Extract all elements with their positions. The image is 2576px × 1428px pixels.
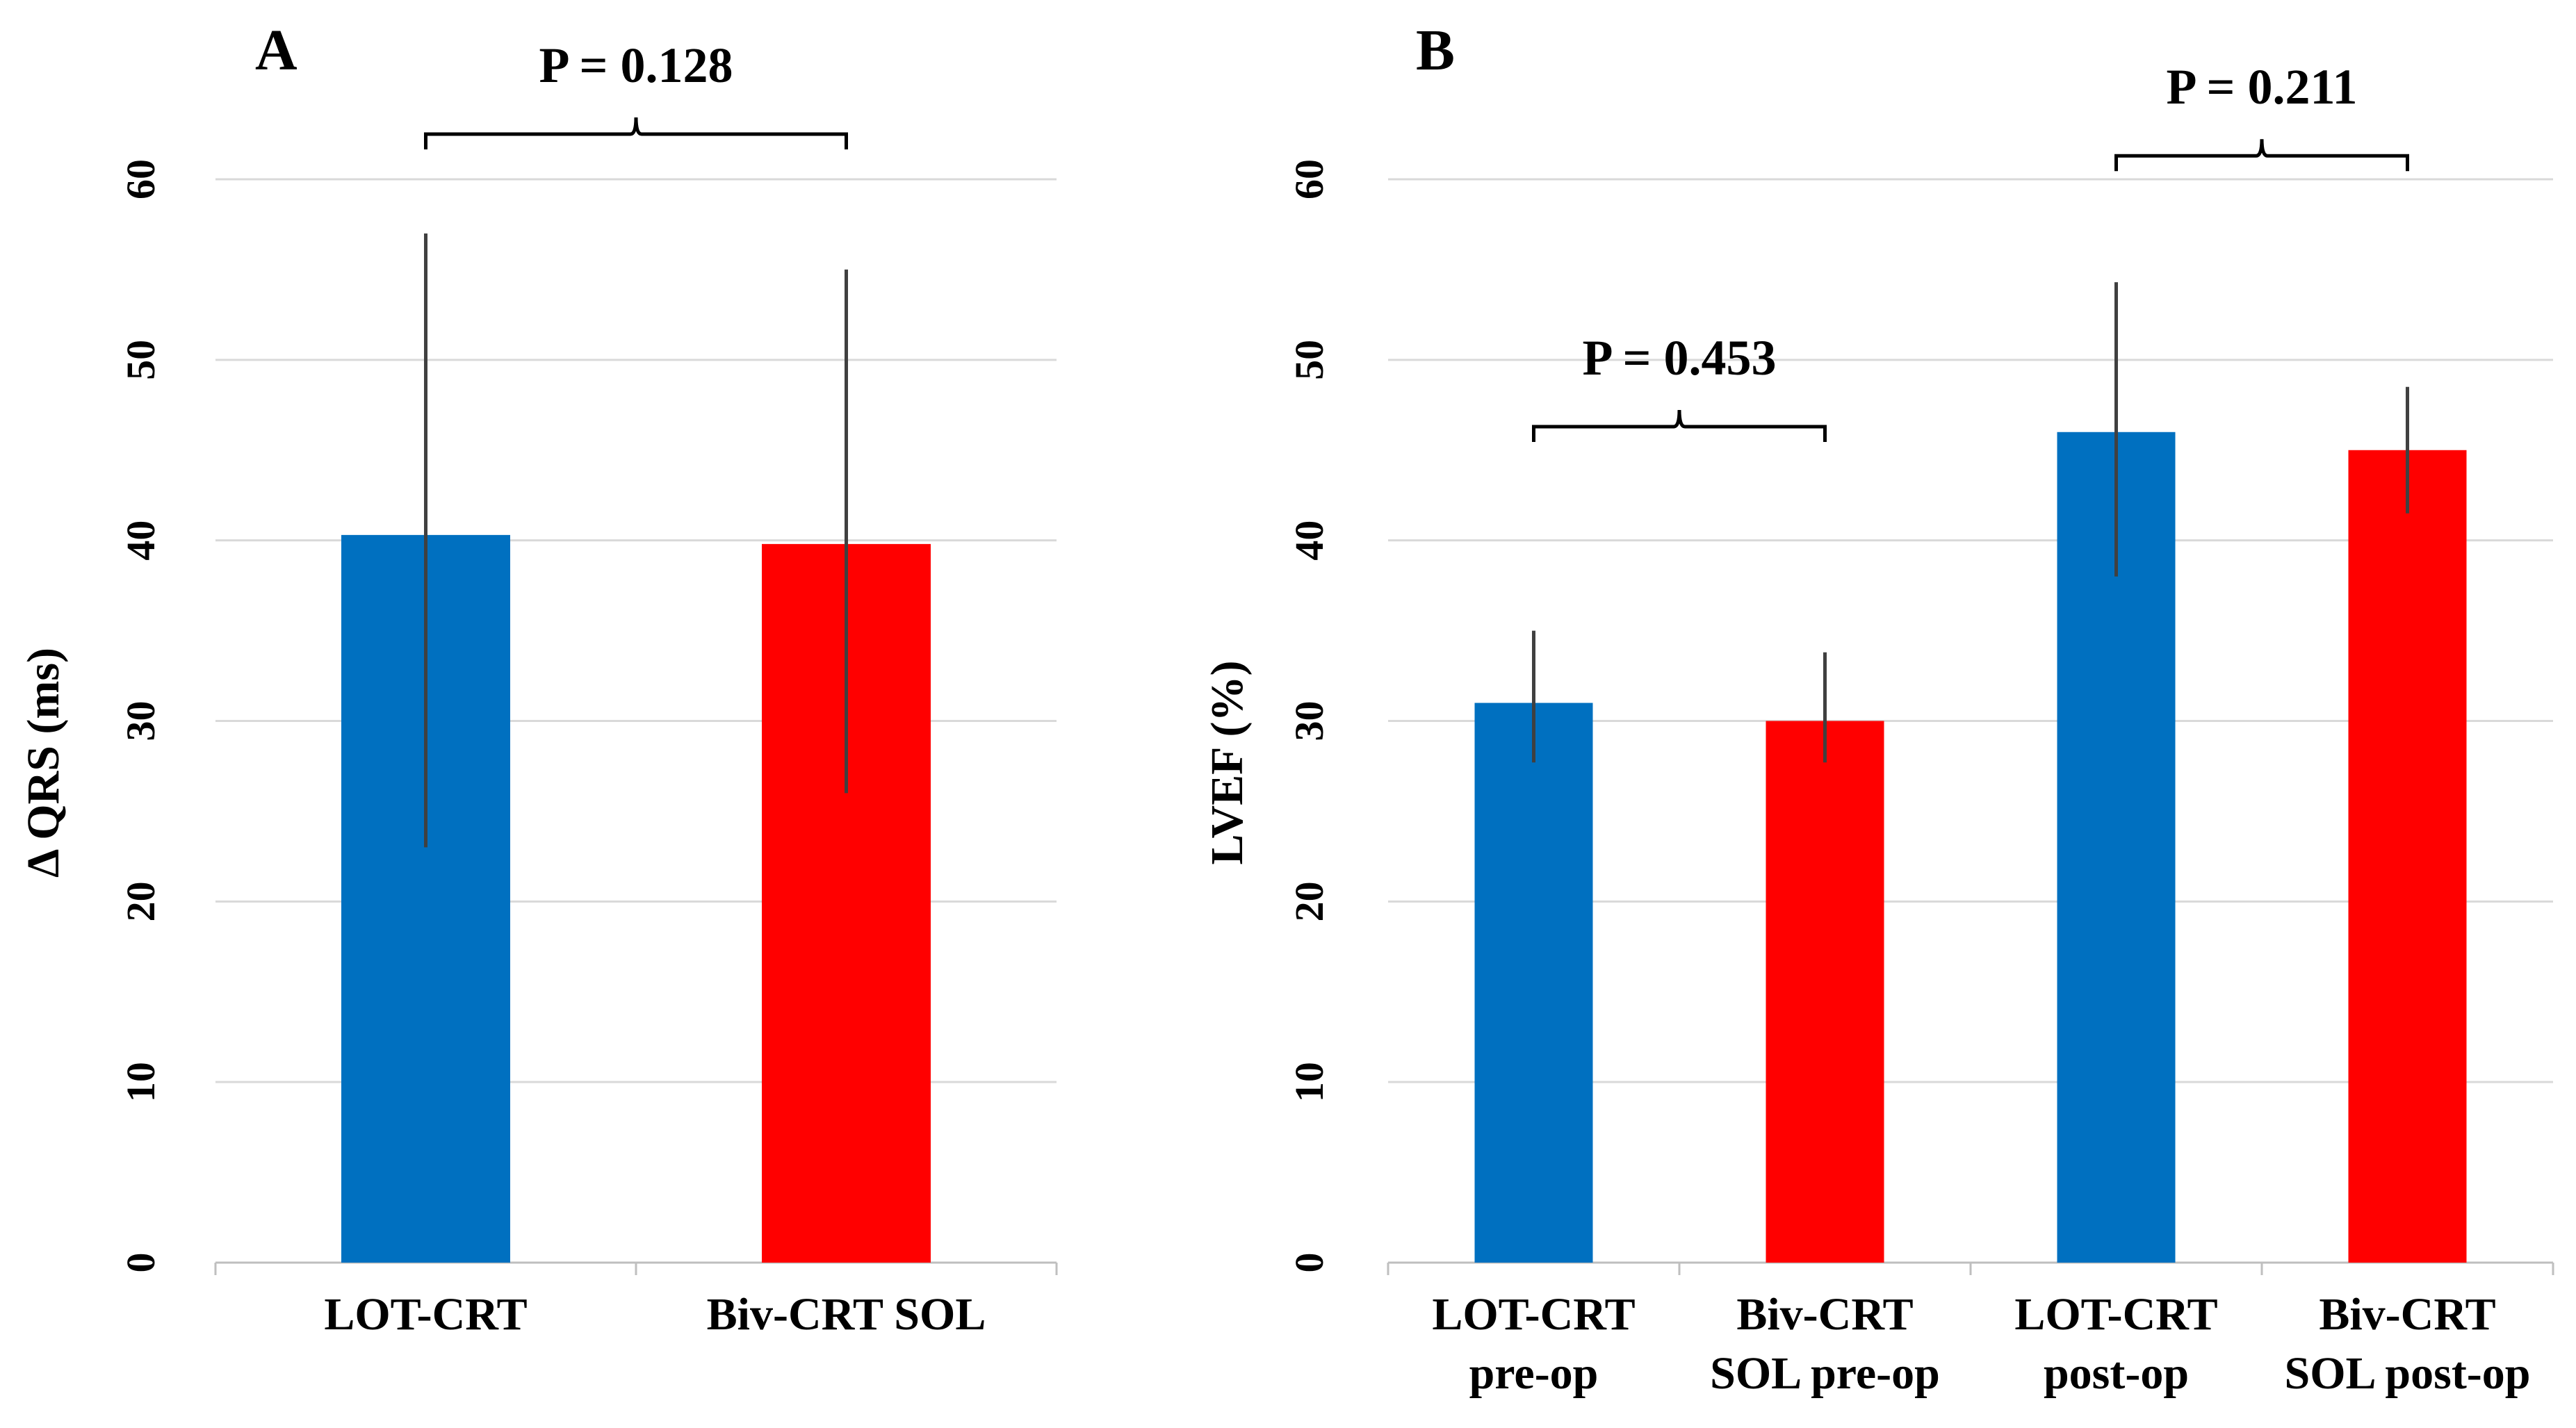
significance-bracket — [1532, 409, 1827, 442]
y-tick-label: 30 — [118, 701, 163, 741]
y-tick-label: 60 — [1287, 159, 1332, 199]
x-category-label: LOT-CRT — [324, 1289, 527, 1340]
y-tick-label: 10 — [118, 1062, 163, 1102]
x-category-label: Biv-CRT SOL — [707, 1289, 986, 1340]
x-category-label: SOL pre-op — [1710, 1348, 1940, 1399]
y-tick-label: 10 — [1287, 1062, 1332, 1102]
significance-bracket — [2114, 139, 2409, 172]
y-axis-title: Δ QRS (ms) — [18, 648, 69, 878]
p-value-label: P = 0.128 — [539, 38, 733, 93]
y-tick-label: 20 — [1287, 881, 1332, 921]
p-value-label: P = 0.453 — [1582, 330, 1776, 386]
y-tick-label: 40 — [1287, 520, 1332, 561]
panel-label: A — [255, 18, 297, 83]
y-tick-label: 50 — [1287, 340, 1332, 380]
x-category-label: Biv-CRT — [1736, 1289, 1913, 1340]
y-tick-label: 20 — [118, 881, 163, 921]
y-tick-label: 30 — [1287, 701, 1332, 741]
significance-bracket — [424, 117, 848, 150]
y-axis-title: LVEF (%) — [1202, 661, 1253, 865]
x-category-label: pre-op — [1469, 1348, 1599, 1399]
panel-label: B — [1416, 18, 1455, 83]
p-value-label: P = 0.211 — [2166, 59, 2357, 115]
x-category-label: LOT-CRT — [1432, 1289, 1635, 1340]
x-category-label: LOT-CRT — [2014, 1289, 2217, 1340]
y-tick-label: 0 — [1287, 1253, 1332, 1273]
bar — [1474, 703, 1593, 1263]
y-tick-label: 0 — [118, 1253, 163, 1273]
y-tick-label: 60 — [118, 159, 163, 199]
y-tick-label: 40 — [118, 520, 163, 561]
chart-panel-b: 0 10 20 30 40 50 60 LOT-CRT pre-op Biv-CRT SOL pre… — [1202, 18, 2554, 1399]
chart-panel-a: 0 10 20 30 40 50 60 LOT-CRT Biv-CRT SOL Δ QRS (ms… — [18, 18, 1058, 1340]
x-category-label: SOL post-op — [2285, 1348, 2531, 1399]
bar — [2348, 450, 2467, 1263]
y-tick-label: 50 — [118, 340, 163, 380]
bar — [1766, 721, 1884, 1263]
x-category-label: Biv-CRT — [2319, 1289, 2495, 1340]
x-category-label: post-op — [2044, 1348, 2189, 1399]
